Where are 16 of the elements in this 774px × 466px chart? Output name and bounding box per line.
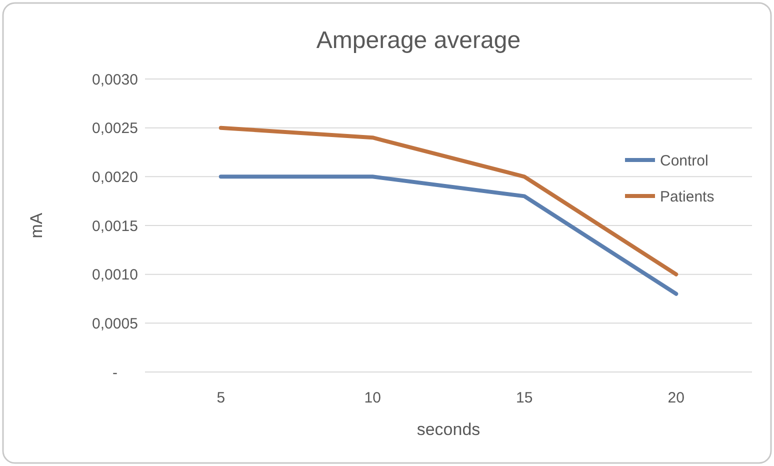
x-tick-label: 5: [216, 389, 226, 406]
y-tick-label: 0,0025: [92, 120, 138, 138]
y-tick-label: 0,0030: [92, 71, 138, 88]
x-axis-title: seconds: [416, 420, 480, 439]
x-tick-label: 10: [364, 389, 381, 406]
x-tick-label: 15: [516, 389, 533, 406]
y-tick-label: 0,0020: [92, 168, 138, 186]
legend-label: Control: [660, 152, 708, 170]
y-tick-label: -: [112, 364, 118, 382]
y-tick-label: 0,0015: [92, 218, 138, 235]
chart-title: Amperage average: [316, 27, 521, 54]
x-tick-label: 20: [668, 389, 684, 406]
y-tick-label: 0,0005: [92, 315, 138, 332]
y-axis-title: mA: [27, 212, 46, 238]
y-tick-label: 0,0010: [92, 266, 138, 284]
legend-label: Patients: [660, 188, 714, 206]
